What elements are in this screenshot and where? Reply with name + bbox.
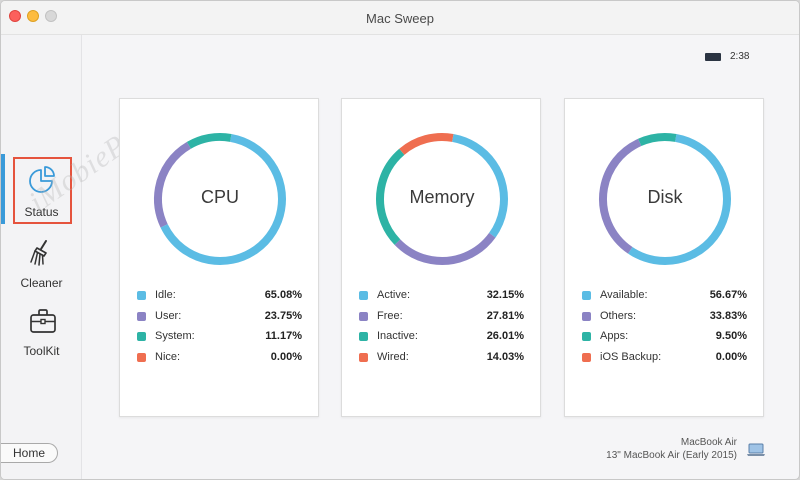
donut-segment-3 (376, 133, 508, 265)
legend-swatch (359, 311, 368, 321)
sidebar-item-cleaner[interactable]: Cleaner (1, 235, 82, 295)
legend-swatch (582, 352, 591, 362)
donut-segment-1 (376, 133, 508, 265)
card-title: Memory (409, 187, 475, 207)
legend-value: 11.17% (265, 330, 302, 342)
device-model: 13" MacBook Air (Early 2015) (606, 450, 737, 461)
donut-segment-1 (599, 133, 731, 265)
sidebar-item-toolkit[interactable]: ToolKit (1, 303, 82, 363)
legend-value: 26.01% (486, 330, 524, 342)
legend-value: 0.00% (270, 350, 302, 363)
memory-card: Memory Active: 32.15% Free: 27.81% Inactiv… (341, 98, 541, 417)
device-name: MacBook Air (680, 437, 737, 448)
legend-label: iOS Backup: (600, 350, 662, 363)
legend-row: Idle: 65.08% (137, 289, 302, 310)
legend-value: 0.00% (715, 350, 747, 363)
legend-swatch (137, 332, 146, 341)
battery-time: 2:38 (730, 51, 750, 62)
legend-label: Wired: (377, 350, 409, 363)
device-info: MacBook Air 13" MacBook Air (Early 2015) (606, 436, 737, 462)
disk-card: Disk Available: 56.67% Others: 33.83% Apps… (564, 98, 764, 417)
sidebar-item-label: Status (24, 205, 59, 219)
donut-segment-2 (376, 133, 508, 265)
legend-row: Free: 27.81% (359, 310, 524, 331)
legend-label: Available: (600, 289, 648, 301)
legend-label: Inactive: (377, 330, 418, 342)
memory-legend: Active: 32.15% Free: 27.81% Inactive: 26.01… (359, 289, 524, 371)
status-chart-icon (29, 166, 55, 193)
cpu-legend: Idle: 65.08% User: 23.75% System: 11.17% Ni… (137, 289, 302, 371)
battery-icon (705, 53, 721, 61)
toolbox-icon (30, 309, 56, 333)
disk-legend: Available: 56.67% Others: 33.83% Apps: 9.50… (582, 289, 747, 371)
cpu-card: CPU Idle: 65.08% User: 23.75% System: 11.17… (119, 98, 319, 417)
sidebar-item-label: Cleaner (20, 276, 63, 290)
cpu-donut-chart (154, 133, 286, 265)
legend-swatch (359, 291, 368, 300)
legend-label: Active: (377, 289, 411, 301)
legend-row: Nice: 0.00% (137, 351, 302, 372)
legend-swatch (582, 311, 591, 321)
legend-swatch (137, 291, 146, 300)
legend-row: Wired: 14.03% (359, 351, 524, 372)
legend-row: Active: 32.15% (359, 289, 524, 310)
legend-value: 32.15% (486, 289, 524, 301)
sidebar-item-label: ToolKit (23, 344, 60, 358)
highlight-box (13, 157, 72, 224)
legend-value: 27.81% (486, 309, 524, 322)
legend-row: System: 11.17% (137, 330, 302, 351)
titlebar: Mac Sweep (1, 1, 799, 35)
window-title: Mac Sweep (366, 11, 434, 26)
legend-value: 33.83% (709, 309, 747, 322)
legend-value: 14.03% (486, 350, 524, 363)
home-button[interactable]: Home (1, 443, 58, 463)
legend-value: 9.50% (715, 330, 747, 342)
legend-label: Nice: (155, 350, 181, 363)
sidebar-item-status[interactable]: Status (1, 154, 82, 224)
legend-row: Inactive: 26.01% (359, 330, 524, 351)
legend-label: User: (155, 309, 182, 322)
legend-row: Apps: 9.50% (582, 330, 747, 351)
donut-segment-1 (154, 133, 286, 265)
card-title: CPU (200, 187, 239, 207)
zoom-window-button[interactable] (45, 10, 57, 22)
legend-label: Others: (600, 309, 637, 322)
legend-row: User: 23.75% (137, 310, 302, 331)
donut-segment-2 (154, 133, 286, 265)
legend-swatch (359, 352, 368, 362)
legend-row: Available: 56.67% (582, 289, 747, 310)
active-indicator (1, 154, 5, 224)
legend-value: 56.67% (709, 289, 747, 301)
card-title: Disk (647, 187, 683, 207)
legend-label: System: (155, 330, 195, 342)
legend-swatch (359, 332, 368, 341)
disk-donut-chart (599, 133, 731, 265)
legend-row: Others: 33.83% (582, 310, 747, 331)
donut-segment-2 (599, 133, 731, 265)
legend-swatch (137, 311, 146, 321)
memory-donut-chart (376, 133, 508, 265)
legend-swatch (137, 352, 146, 362)
legend-value: 65.08% (264, 289, 302, 301)
legend-label: Apps: (600, 330, 629, 342)
legend-label: Free: (377, 309, 403, 322)
broom-icon (30, 240, 47, 266)
minimize-window-button[interactable] (27, 10, 39, 22)
legend-swatch (582, 332, 591, 341)
legend-label: Idle: (155, 289, 176, 301)
laptop-icon (747, 443, 765, 456)
legend-value: 23.75% (264, 309, 302, 322)
sidebar: Status Cleaner ToolKit Home (1, 35, 82, 479)
close-window-button[interactable] (9, 10, 21, 22)
legend-swatch (582, 291, 591, 300)
legend-row: iOS Backup: 0.00% (582, 351, 747, 372)
